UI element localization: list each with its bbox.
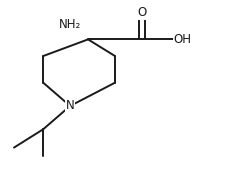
Text: OH: OH [173, 33, 191, 46]
Text: NH₂: NH₂ [59, 18, 81, 31]
Text: O: O [137, 6, 146, 19]
Text: N: N [65, 99, 74, 112]
